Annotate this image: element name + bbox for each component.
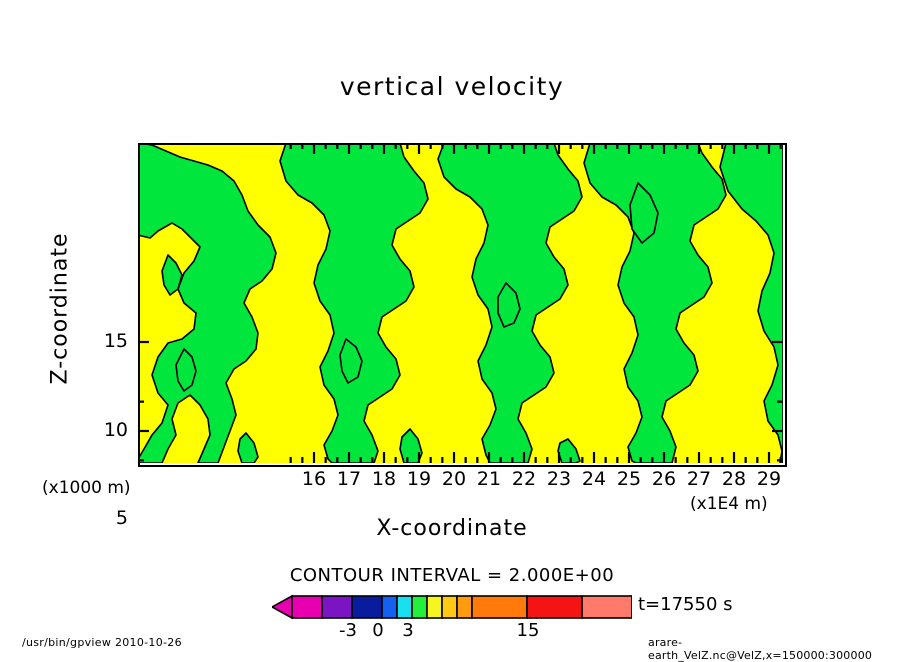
footer-command-info: /usr/bin/gpview 2010-10-26 bbox=[22, 636, 182, 649]
y-axis-title: Z-coordinate bbox=[47, 232, 73, 385]
colorbar[interactable] bbox=[272, 592, 632, 622]
contour-field-svg bbox=[138, 143, 783, 463]
x-axis-tick-label: 17 bbox=[336, 468, 362, 490]
contour-region bbox=[629, 182, 659, 244]
contour-region bbox=[399, 428, 423, 463]
x-axis-tick-label: 23 bbox=[546, 468, 572, 490]
colorbar-tick-label: 15 bbox=[516, 620, 540, 641]
contour-region bbox=[175, 348, 197, 392]
colorbar-tick-label: 3 bbox=[402, 620, 414, 641]
time-label: t=17550 s bbox=[638, 594, 733, 615]
colorbar-tick-label: 0 bbox=[372, 620, 384, 641]
contour-region bbox=[557, 438, 581, 463]
colorbar-band[interactable] bbox=[396, 595, 413, 619]
contour-region bbox=[583, 143, 727, 463]
colorbar-band[interactable] bbox=[441, 595, 458, 619]
contour-plot-canvas bbox=[138, 143, 783, 463]
x-axis-unit-label: (x1E4 m) bbox=[690, 494, 768, 514]
x-axis-tick-label: 18 bbox=[371, 468, 397, 490]
contour-region-layer bbox=[138, 143, 783, 463]
x-axis-tick-label: 26 bbox=[651, 468, 677, 490]
colorbar-band[interactable] bbox=[426, 595, 443, 619]
contour-region bbox=[138, 143, 277, 463]
x-axis-tick-label: 29 bbox=[756, 468, 782, 490]
footer-datasource-info: arare-earth_VelZ.nc@VelZ,x=150000:300000 bbox=[648, 636, 873, 662]
x-axis-tick-label: 19 bbox=[406, 468, 432, 490]
page-title: vertical velocity bbox=[339, 72, 565, 101]
colorbar-band[interactable] bbox=[526, 595, 583, 619]
colorbar-cap-left bbox=[272, 594, 293, 620]
y-axis-tick-label: 15 bbox=[103, 330, 128, 352]
contour-region bbox=[237, 432, 259, 463]
colorbar-band-group bbox=[272, 594, 632, 620]
colorbar-band[interactable] bbox=[291, 595, 323, 619]
x-axis-tick-label: 27 bbox=[686, 468, 712, 490]
contour-region bbox=[497, 282, 521, 328]
x-axis-tick-label: 24 bbox=[581, 468, 607, 490]
contour-interval-label: CONTOUR INTERVAL = 2.000E+00 bbox=[289, 565, 615, 586]
colorbar-band[interactable] bbox=[351, 595, 383, 619]
x-axis-tick-label: 28 bbox=[721, 468, 747, 490]
colorbar-band[interactable] bbox=[411, 595, 428, 619]
x-axis-tick-label: 21 bbox=[476, 468, 502, 490]
y-axis-tick-label: 10 bbox=[103, 419, 128, 441]
x-axis-tick-label: 20 bbox=[441, 468, 467, 490]
colorbar-svg[interactable] bbox=[272, 592, 632, 622]
x-axis-title: X-coordinate bbox=[376, 516, 528, 541]
x-axis-tick-label: 25 bbox=[616, 468, 642, 490]
colorbar-band[interactable] bbox=[471, 595, 528, 619]
contour-region bbox=[339, 338, 363, 384]
colorbar-band[interactable] bbox=[456, 595, 473, 619]
contour-region bbox=[279, 143, 429, 463]
contour-region bbox=[161, 254, 183, 296]
x-axis-tick-label: 16 bbox=[301, 468, 327, 490]
y-axis-unit-label: (x1000 m) bbox=[42, 478, 131, 498]
colorbar-band[interactable] bbox=[381, 595, 398, 619]
colorbar-band[interactable] bbox=[321, 595, 353, 619]
x-axis-tick-label: 22 bbox=[511, 468, 537, 490]
colorbar-band[interactable] bbox=[581, 595, 632, 619]
colorbar-tick-label: -3 bbox=[339, 620, 357, 641]
y-axis-tick-label: 5 bbox=[115, 507, 128, 529]
